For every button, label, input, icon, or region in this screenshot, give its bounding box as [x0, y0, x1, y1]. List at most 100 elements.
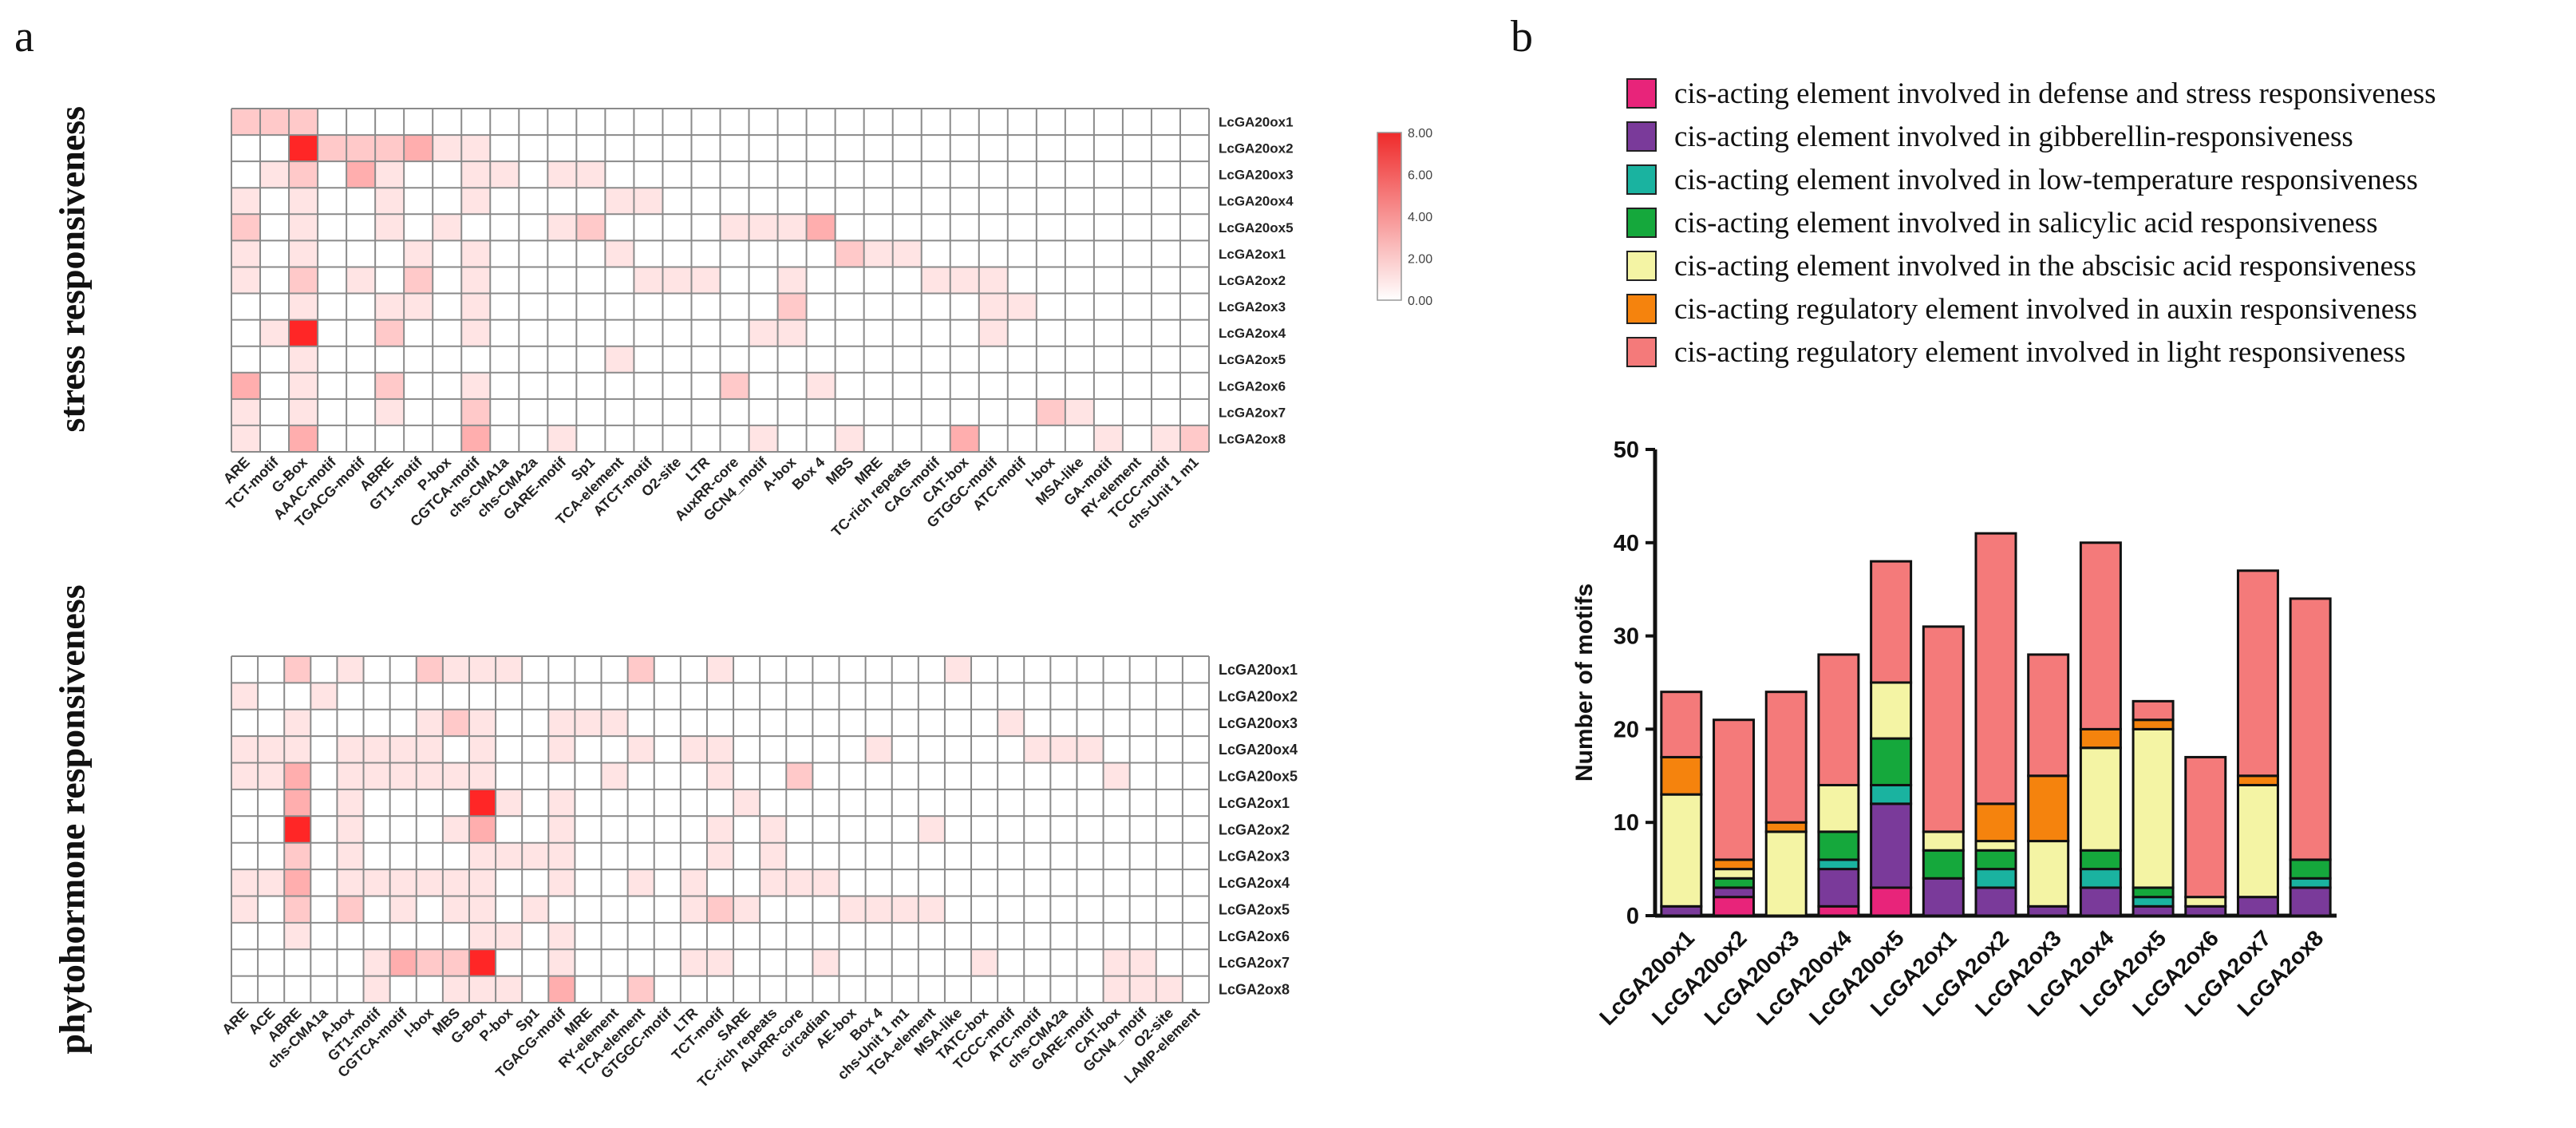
- phyto-cell-lcga20ox4-mre: [575, 736, 602, 763]
- stress-cell-lcga20ox2-a-box: [777, 135, 807, 162]
- stress-col-label: MBS: [823, 454, 856, 488]
- phyto-cell-lcga20ox5-gcn4-motif: [1129, 762, 1157, 790]
- phyto-cell-lcga20ox5-tga-element: [918, 762, 946, 790]
- stress-cell-lcga20ox1-mre: [863, 109, 893, 136]
- phyto-cell-lcga2ox5-msa-like: [944, 896, 972, 924]
- stress-cell-lcga20ox2-chs-unit-1-m1: [1179, 135, 1210, 162]
- stress-cell-lcga2ox1-are: [231, 240, 261, 267]
- phyto-cell-lcga2ox6-tga-element: [918, 922, 946, 950]
- stress-cell-lcga20ox5-mbs: [835, 214, 864, 241]
- phyto-cell-lcga2ox2-atc-motif: [1024, 816, 1051, 843]
- phyto-cell-lcga20ox5-chs-cma2a: [1050, 762, 1077, 790]
- phyto-cell-lcga20ox3-chs-cma2a: [1050, 709, 1077, 737]
- stress-cell-lcga2ox2-o2-site: [662, 267, 692, 294]
- stress-cell-lcga2ox8-ltr: [691, 425, 721, 453]
- phyto-cell-lcga2ox2-gcn4-motif: [1129, 816, 1157, 843]
- stress-cell-lcga2ox5-abre: [375, 346, 405, 374]
- stress-cell-lcga2ox5-gt1-motif: [404, 346, 433, 374]
- stress-cell-lcga2ox1-chs-cma2a: [519, 240, 548, 267]
- phyto-cell-lcga2ox1-circadian: [812, 789, 840, 817]
- stress-cell-lcga2ox3-mre: [863, 293, 893, 320]
- stress-cell-lcga20ox1-chs-unit-1-m1: [1179, 109, 1210, 136]
- stress-row-label: LcGA2ox2: [1219, 273, 1286, 288]
- phyto-cell-lcga2ox3-i-box: [416, 842, 444, 870]
- stress-cell-lcga20ox2-aaac-motif: [318, 135, 347, 162]
- phyto-cell-lcga20ox1-gcn4-motif: [1129, 656, 1157, 683]
- stress-cell-lcga2ox1-ltr: [691, 240, 721, 267]
- stress-cell-lcga20ox4-chs-unit-1-m1: [1179, 188, 1210, 215]
- stress-cell-lcga2ox2-tca-element: [605, 267, 634, 294]
- phyto-cell-lcga20ox2-gcn4-motif: [1129, 683, 1157, 710]
- phyto-cell-lcga20ox1-tga-element: [918, 656, 946, 683]
- stress-cell-lcga2ox1-cat-box: [950, 240, 980, 267]
- phyto-cell-lcga2ox5-box-4: [865, 896, 893, 924]
- phyto-cell-lcga2ox3-tca-element: [627, 842, 655, 870]
- stress-cell-lcga2ox1-tc-rich-repeats: [892, 240, 923, 267]
- colorbar-tick-label: 0.00: [1408, 295, 1432, 308]
- stress-cell-lcga2ox2-aaac-motif: [318, 267, 347, 294]
- phyto-cell-lcga20ox3-circadian: [812, 709, 840, 737]
- phyto-cell-lcga2ox8-tga-element: [918, 976, 946, 1003]
- phyto-cell-lcga2ox7-sp1: [522, 949, 549, 976]
- stress-cell-lcga2ox6-chs-cma2a: [519, 372, 548, 400]
- stress-cell-lcga2ox4-tc-rich-repeats: [892, 319, 923, 346]
- stress-row-label: LcGA2ox1: [1219, 247, 1286, 262]
- phyto-cell-lcga20ox2-ltr: [680, 683, 708, 710]
- y-tick-label: 10: [1614, 810, 1639, 836]
- stress-cell-lcga20ox2-mre: [863, 135, 893, 162]
- stress-cell-lcga2ox4-a-box: [777, 319, 807, 346]
- phyto-cell-lcga2ox8-auxrr-core: [786, 976, 813, 1003]
- stress-cell-lcga2ox5-p-box: [433, 346, 462, 374]
- stress-cell-lcga20ox3-cag-motif: [921, 161, 951, 188]
- phyto-cell-lcga2ox1-box-4: [865, 789, 893, 817]
- stress-cell-lcga2ox8-i-box: [1036, 425, 1066, 453]
- phyto-cell-lcga2ox7-ry-element: [601, 949, 628, 976]
- stress-cell-lcga2ox1-tccc-motif: [1151, 240, 1181, 267]
- stress-cell-lcga2ox4-box-4: [806, 319, 836, 346]
- stress-cell-lcga20ox4-chs-cma2a: [519, 188, 548, 215]
- phyto-cell-lcga2ox7-gt1-motif: [363, 949, 390, 976]
- stress-cell-lcga2ox2-sp1: [576, 267, 606, 294]
- phyto-cell-lcga2ox6-ae-box: [839, 922, 866, 950]
- stress-cell-lcga2ox8-cat-box: [950, 425, 980, 453]
- stress-cell-lcga2ox7-ry-element: [1122, 398, 1152, 426]
- stress-cell-lcga20ox2-cag-motif: [921, 135, 951, 162]
- phyto-cell-lcga2ox2-chs-unit-1-m1: [891, 816, 919, 843]
- stress-cell-lcga20ox3-chs-unit-1-m1: [1179, 161, 1210, 188]
- phyto-cell-lcga2ox1-ace: [258, 789, 285, 817]
- stress-cell-lcga20ox3-are: [231, 161, 261, 188]
- phyto-cell-lcga20ox1-sare: [733, 656, 761, 683]
- stress-cell-lcga2ox5-ga-motif: [1093, 346, 1124, 374]
- stress-cell-lcga20ox1-tca-element: [605, 109, 634, 136]
- stress-cell-lcga20ox3-sp1: [576, 161, 606, 188]
- phyto-cell-lcga20ox5-lamp-element: [1182, 762, 1210, 790]
- phyto-cell-lcga20ox4-sare: [733, 736, 761, 763]
- phyto-cell-lcga2ox8-tgacg-motif: [548, 976, 575, 1003]
- phyto-cell-lcga2ox3-ry-element: [601, 842, 628, 870]
- stress-cell-lcga20ox2-box-4: [806, 135, 836, 162]
- stress-cell-lcga2ox4-gtggc-motif: [978, 319, 1009, 346]
- phyto-cell-lcga20ox3-tca-element: [627, 709, 655, 737]
- phyto-cell-lcga20ox4-tct-motif: [706, 736, 734, 763]
- bar-segment-lcga20ox2-cis-acting-element-involved-in-gibberell: [1713, 886, 1756, 899]
- stress-cell-lcga20ox5-tc-rich-repeats: [892, 214, 923, 241]
- stress-cell-lcga2ox5-tca-element: [605, 346, 634, 374]
- phyto-cell-lcga2ox8-gt1-motif: [363, 976, 390, 1003]
- stress-cell-lcga20ox2-tc-rich-repeats: [892, 135, 923, 162]
- stress-col-label: Box 4: [789, 454, 828, 493]
- phyto-cell-lcga2ox2-tccc-motif: [998, 816, 1025, 843]
- phyto-cell-lcga2ox2-g-box: [468, 816, 496, 843]
- phyto-cell-lcga2ox4-i-box: [416, 869, 444, 896]
- phyto-cell-lcga20ox4-tca-element: [627, 736, 655, 763]
- legend-item-salicylic-acid: cis-acting element involved in salicylic…: [1626, 201, 2436, 244]
- phyto-cell-lcga2ox6-tatc-box: [971, 922, 998, 950]
- phyto-cell-lcga2ox5-tct-motif: [706, 896, 734, 924]
- phyto-cell-lcga2ox4-cgtca-motif: [389, 869, 417, 896]
- phyto-cell-lcga20ox3-tc-rich-repeats: [760, 709, 787, 737]
- bar-segment-lcga2ox2-cis-acting-element-involved-in-low-tempe: [1974, 868, 2017, 889]
- phyto-cell-lcga2ox6-cgtca-motif: [389, 922, 417, 950]
- phyto-cell-lcga2ox7-lamp-element: [1182, 949, 1210, 976]
- legend-item-defense-stress: cis-acting element involved in defense a…: [1626, 72, 2436, 115]
- stress-cell-lcga2ox5-ry-element: [1122, 346, 1152, 374]
- legend-label-auxin: cis-acting regulatory element involved i…: [1674, 292, 2417, 326]
